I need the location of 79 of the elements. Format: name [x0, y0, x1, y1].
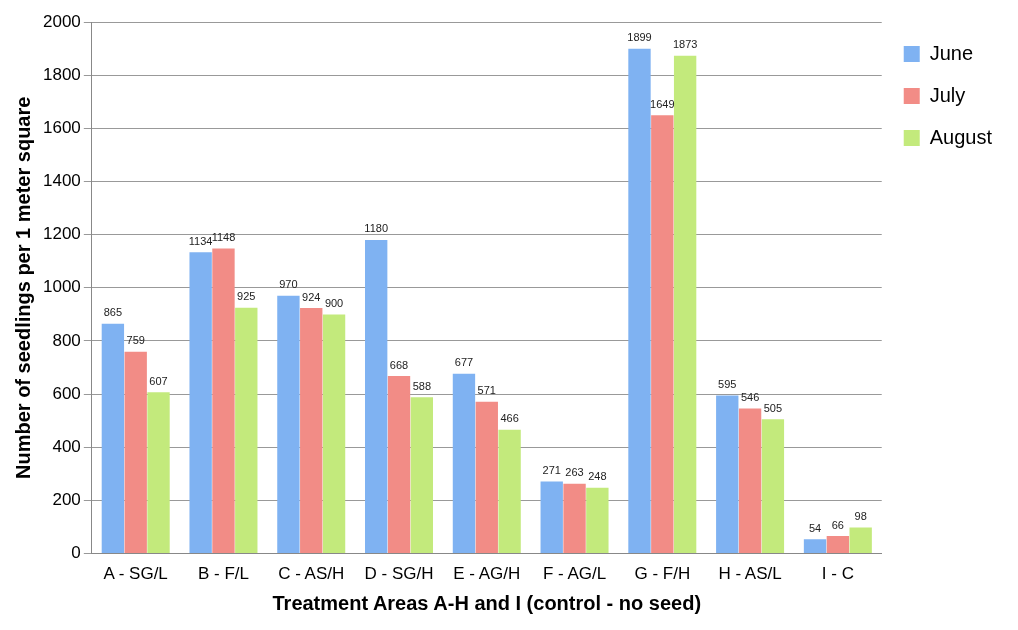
y-tick-label: 200 — [52, 490, 81, 510]
bar — [826, 536, 850, 554]
y-tick-label: 2000 — [42, 11, 81, 31]
data-label: 970 — [279, 278, 298, 291]
data-label: 505 — [763, 401, 783, 414]
data-label: 1134 — [188, 234, 213, 247]
bar — [387, 376, 411, 554]
bar — [147, 392, 170, 554]
data-label: 571 — [477, 384, 496, 397]
bar — [738, 408, 762, 554]
data-label: 595 — [718, 377, 737, 390]
bar — [300, 308, 323, 554]
legend-label: June — [929, 41, 974, 64]
data-label: 263 — [565, 466, 584, 479]
legend-label: August — [929, 125, 993, 148]
y-tick-label: 400 — [52, 436, 81, 456]
x-tick-label: F - AG/L — [542, 564, 607, 584]
bar — [277, 295, 300, 554]
bar — [716, 395, 739, 554]
x-tick-label: G - F/H — [634, 564, 691, 584]
bar — [235, 307, 258, 554]
bar — [212, 248, 235, 554]
y-tick-label: 1800 — [42, 64, 81, 84]
bar — [540, 481, 563, 554]
y-tick-label: 600 — [52, 383, 81, 403]
bar — [124, 351, 147, 554]
data-label: 668 — [389, 358, 409, 371]
x-tick-label: I - C — [821, 564, 854, 584]
bar — [189, 252, 212, 554]
data-label: 1899 — [627, 31, 652, 44]
y-tick-label: 0 — [71, 543, 81, 563]
bar — [628, 48, 651, 554]
bar — [475, 401, 498, 554]
data-label: 1148 — [211, 230, 236, 243]
y-tick-label: 1200 — [42, 224, 81, 244]
x-axis-title: Treatment Areas A-H and I (control - no seed) — [272, 591, 702, 614]
data-label: 924 — [302, 290, 321, 303]
x-tick-label: H - AS/L — [718, 564, 782, 584]
data-label: 466 — [500, 412, 519, 425]
data-label: 1873 — [672, 38, 698, 51]
data-label: 1180 — [364, 222, 389, 235]
data-label: 900 — [324, 296, 344, 309]
x-tick-label: E - AG/H — [453, 564, 521, 584]
bar — [322, 314, 346, 554]
data-label: 588 — [412, 379, 432, 392]
bar — [849, 527, 872, 554]
legend-label: July — [929, 83, 966, 106]
y-axis-title: Number of seedlings per 1 meter square — [11, 96, 34, 479]
data-label: 98 — [854, 510, 867, 523]
bar — [673, 55, 697, 554]
y-tick-label: 1400 — [42, 171, 81, 191]
bar — [586, 487, 609, 554]
x-tick-label: A - SG/L — [103, 564, 168, 584]
x-tick-label: C - AS/H — [278, 564, 345, 584]
y-tick-label: 1600 — [42, 118, 81, 138]
bar — [498, 429, 521, 554]
bar — [365, 239, 388, 554]
x-tick-label: D - SG/H — [364, 564, 434, 584]
y-tick-label: 800 — [52, 330, 81, 350]
bar — [410, 397, 434, 554]
data-label: 759 — [126, 334, 145, 347]
data-label: 248 — [588, 470, 607, 483]
bar — [452, 373, 476, 554]
x-tick-label: B - F/L — [197, 564, 249, 584]
bar — [101, 323, 125, 554]
y-tick-label: 1000 — [42, 277, 81, 297]
data-label: 607 — [149, 374, 168, 387]
data-label: 271 — [542, 464, 561, 477]
data-label: 865 — [103, 306, 123, 319]
bar — [803, 539, 827, 554]
data-label: 54 — [808, 521, 822, 534]
data-label: 1649 — [650, 97, 675, 110]
bar — [761, 419, 785, 554]
bar — [651, 115, 674, 554]
data-label: 677 — [454, 356, 474, 369]
data-label: 546 — [740, 391, 760, 403]
bar — [563, 483, 586, 554]
data-label: 66 — [831, 518, 844, 531]
data-label: 925 — [237, 290, 256, 303]
